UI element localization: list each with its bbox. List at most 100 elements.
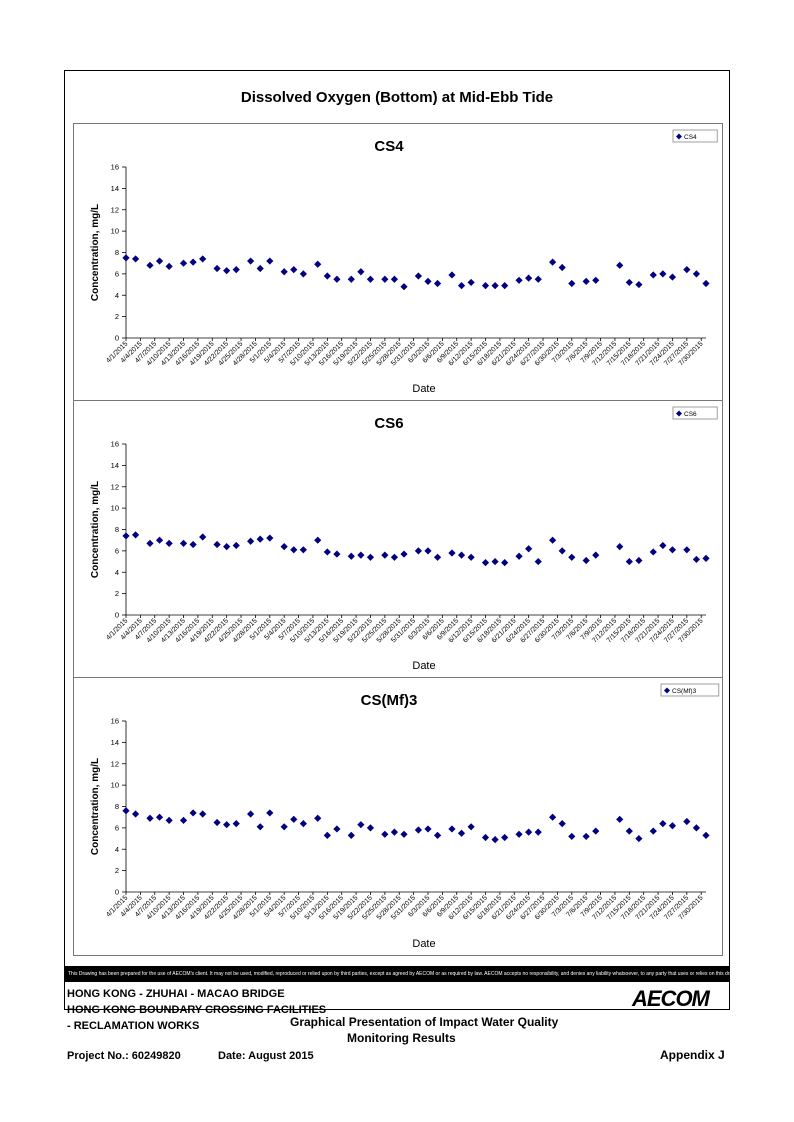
data-point: [213, 818, 221, 827]
data-point: [314, 260, 322, 268]
data-point: [390, 275, 399, 283]
data-point: [525, 274, 533, 282]
data-point: [179, 816, 188, 824]
data-point: [702, 279, 710, 288]
data-point: [568, 279, 576, 288]
data-point: [400, 550, 408, 558]
y-tick-label: 16: [111, 163, 119, 172]
data-point: [280, 543, 288, 551]
data-point: [616, 261, 624, 269]
y-tick-label: 14: [111, 738, 119, 747]
data-point: [266, 809, 274, 817]
data-point: [381, 275, 389, 283]
chart-title: CS6: [374, 415, 403, 432]
data-point: [381, 830, 389, 838]
y-tick-label: 0: [115, 334, 119, 343]
data-point: [290, 815, 298, 823]
data-point: [424, 825, 432, 833]
data-point: [155, 257, 164, 265]
y-tick-label: 8: [115, 802, 119, 811]
y-tick-label: 14: [111, 184, 119, 193]
data-point: [232, 541, 240, 550]
data-point: [481, 833, 490, 842]
data-point: [247, 810, 255, 818]
data-point: [232, 820, 240, 828]
data-point: [635, 280, 643, 289]
y-tick-label: 12: [111, 759, 119, 768]
data-point: [146, 261, 154, 269]
data-point: [323, 831, 331, 839]
chart-title: CS(Mf)3: [361, 692, 418, 709]
data-point: [549, 258, 557, 266]
legend-box: [672, 129, 718, 143]
y-tick-label: 12: [111, 205, 119, 214]
data-point: [525, 545, 533, 553]
chart-legend: CS4: [672, 129, 718, 143]
legend-box: [660, 683, 720, 697]
project-number: Project No.: 60249820: [67, 1050, 181, 1062]
data-point: [347, 831, 355, 839]
data-point: [582, 832, 590, 841]
data-point: [457, 551, 466, 559]
presentation-title-line2: Monitoring Results: [347, 1031, 456, 1045]
data-point: [122, 807, 130, 815]
y-tick-label: 6: [115, 823, 119, 832]
data-point: [366, 824, 375, 832]
data-point: [457, 829, 466, 837]
data-point: [299, 546, 307, 554]
data-point: [122, 254, 130, 262]
data-point: [366, 275, 375, 283]
data-point: [223, 543, 231, 551]
footer-project-line3: - RECLAMATION WORKS: [67, 1020, 200, 1032]
data-point: [122, 532, 130, 540]
data-point: [501, 282, 509, 290]
data-point: [333, 275, 341, 283]
data-point: [131, 255, 140, 263]
data-point: [414, 826, 422, 834]
data-point: [199, 533, 207, 541]
legend-label: CS6: [684, 411, 697, 418]
y-tick-label: 16: [111, 440, 119, 449]
data-point: [189, 258, 197, 266]
data-point: [199, 810, 207, 818]
data-point: [491, 836, 499, 844]
footer-project-line1: HONG KONG - ZHUHAI - MACAO BRIDGE: [67, 988, 285, 1000]
data-point: [448, 825, 456, 833]
data-point: [683, 266, 691, 274]
data-point: [515, 552, 523, 560]
data-point: [280, 823, 288, 831]
y-tick-label: 2: [115, 866, 119, 875]
data-point: [333, 550, 341, 558]
main-title: Dissolved Oxygen (Bottom) at Mid-Ebb Tid…: [240, 89, 554, 106]
data-point: [213, 264, 221, 273]
data-point: [314, 536, 322, 544]
data-point: [592, 276, 600, 284]
disclaimer-bar: This Drawing has been prepared for the u…: [64, 966, 730, 982]
data-point: [424, 277, 432, 285]
data-point: [659, 270, 667, 278]
data-point: [692, 270, 701, 278]
data-point: [400, 830, 408, 838]
data-point: [582, 556, 590, 565]
data-point: [558, 547, 566, 555]
data-point: [247, 257, 255, 265]
y-tick-label: 4: [115, 568, 119, 577]
legend-label: CS(Mf)3: [672, 688, 697, 695]
data-point: [534, 828, 542, 836]
data-point: [481, 559, 490, 567]
data-point: [467, 553, 475, 561]
data-point: [390, 553, 399, 561]
data-point: [558, 263, 566, 272]
data-point: [179, 539, 188, 547]
data-point: [280, 268, 288, 276]
data-point: [299, 820, 307, 828]
data-point: [189, 809, 197, 817]
data-point: [616, 543, 624, 551]
legend-marker: [676, 410, 682, 417]
data-point: [266, 257, 274, 265]
data-point: [683, 817, 691, 826]
data-point: [668, 546, 677, 554]
data-point: [232, 266, 240, 274]
data-point: [381, 551, 389, 559]
y-tick-label: 12: [111, 482, 119, 491]
